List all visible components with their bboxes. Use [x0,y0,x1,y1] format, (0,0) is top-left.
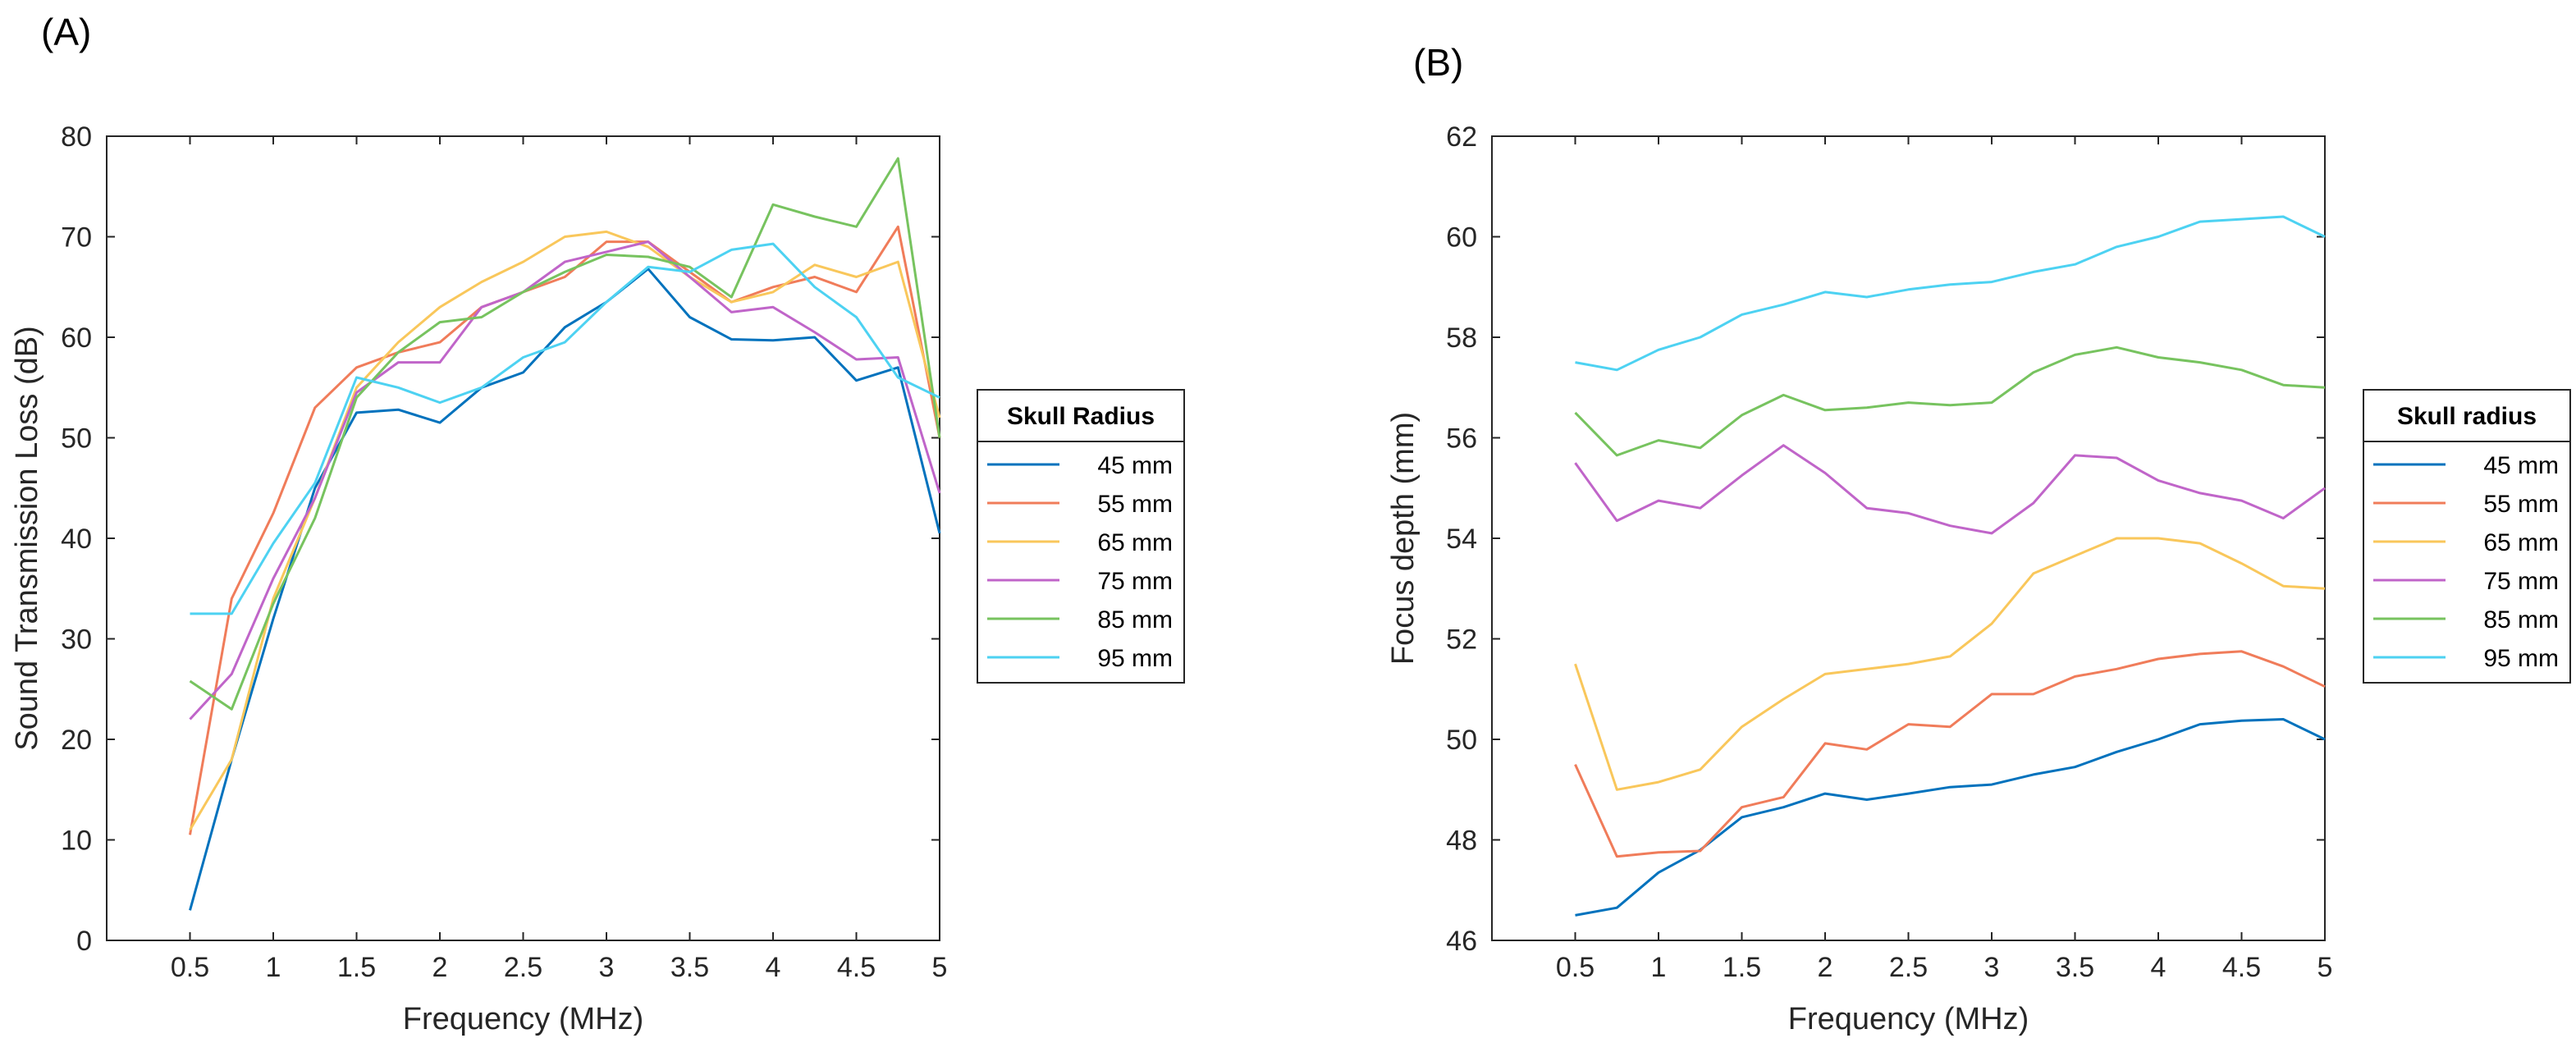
x-tick-label: 1 [266,952,281,983]
y-tick-label: 58 [1446,322,1477,354]
y-tick-label: 56 [1446,423,1477,455]
legend-entry: 95 mm [2483,645,2559,672]
y-tick-label: 80 [61,121,92,153]
plot-area-box [106,135,940,941]
x-tick-label: 0.5 [1556,952,1595,983]
series-line-85mm [1574,345,2326,457]
x-tick-label: 4 [766,952,781,983]
y-axis-label: Sound Transmission Loss (dB) [10,326,44,750]
series-line-75mm [189,240,941,720]
y-tick-label: 0 [76,926,92,957]
legend: Skull Radius 45 mm 55 mm 65 mm 75 mm 85 mm 95 … [977,389,1185,684]
x-axis-label: Frequency (MHz) [1788,1002,2029,1036]
y-tick-label: 30 [61,624,92,656]
legend-box [2363,389,2571,684]
y-tick-label: 20 [61,725,92,756]
x-tick-label: 3 [1984,952,2000,983]
chart-panel-a: (A)0.5 1 1.5 2 2.5 3 3.5 4 4.5 501020304050607080… [10,11,1185,1036]
legend-entry: 45 mm [2483,452,2559,479]
y-tick-label: 48 [1446,826,1477,857]
legend-entry: 55 mm [2483,491,2559,518]
legend-entry: 85 mm [2483,606,2559,633]
x-tick-label: 2 [432,952,448,983]
x-tick-label: 1.5 [337,952,376,983]
x-tick-label: 1.5 [1723,952,1761,983]
x-tick-label: 3.5 [670,952,709,983]
x-tick-label: 4.5 [2222,952,2261,983]
series-line-85mm [189,157,941,711]
x-tick-label: 2.5 [1889,952,1928,983]
legend-entry: 95 mm [1097,645,1173,672]
legend-entry: 75 mm [1097,568,1173,595]
panel-label: (A) [41,11,91,53]
x-tick-label: 4 [2151,952,2166,983]
legend-entry: 45 mm [1097,452,1173,479]
x-tick-label: 5 [2317,952,2333,983]
x-tick-label: 5 [932,952,948,983]
legend-entry: 65 mm [1097,529,1173,556]
legend-title: Skull radius [2397,403,2537,430]
x-tick-label: 0.5 [171,952,209,983]
series-line-55mm [1574,650,2326,858]
x-tick-label: 2 [1818,952,1833,983]
legend: Skull radius 45 mm 55 mm 65 mm 75 mm 85 mm 95 … [2363,389,2571,684]
x-tick-label: 3.5 [2056,952,2094,983]
y-tick-label: 52 [1446,624,1477,656]
series-line-95mm [190,242,940,615]
y-tick-label: 46 [1446,926,1477,957]
legend-entry: 75 mm [2483,568,2559,595]
y-tick-label: 10 [61,826,92,857]
y-tick-label: 60 [61,322,92,354]
series-line-65mm [1574,537,2326,791]
legend-box [977,389,1185,684]
x-axis-label: Frequency (MHz) [403,1002,644,1036]
y-tick-label: 62 [1446,121,1477,153]
legend-entry: 85 mm [1097,606,1173,633]
x-tick-label: 1 [1651,952,1667,983]
plot-area-box [1491,135,2326,941]
x-tick-label: 2.5 [504,952,542,983]
series-line-95mm [1575,215,2326,372]
legend-entry: 55 mm [1097,491,1173,518]
x-tick-label: 3 [599,952,615,983]
series-line-55mm [189,225,941,835]
panel-label: (B) [1413,41,1463,84]
x-tick-label: 4.5 [837,952,876,983]
legend-title: Skull Radius [1007,403,1155,430]
y-tick-label: 70 [61,222,92,254]
y-tick-label: 50 [61,423,92,455]
y-tick-label: 54 [1446,524,1477,555]
y-tick-label: 40 [61,524,92,555]
legend-entry: 65 mm [2483,529,2559,556]
series-line-45mm [189,268,941,911]
y-tick-label: 50 [1446,725,1477,756]
y-tick-label: 60 [1446,222,1477,254]
chart-panel-b: (B) 0.5 1 1.5 2 2.5 3 3.5 4 4.5 5 46 48 50 52 54 56 58 60 6… [1386,41,2571,1036]
y-axis-label: Focus depth (mm) [1386,412,1421,665]
series-line-75mm [1574,444,2326,535]
